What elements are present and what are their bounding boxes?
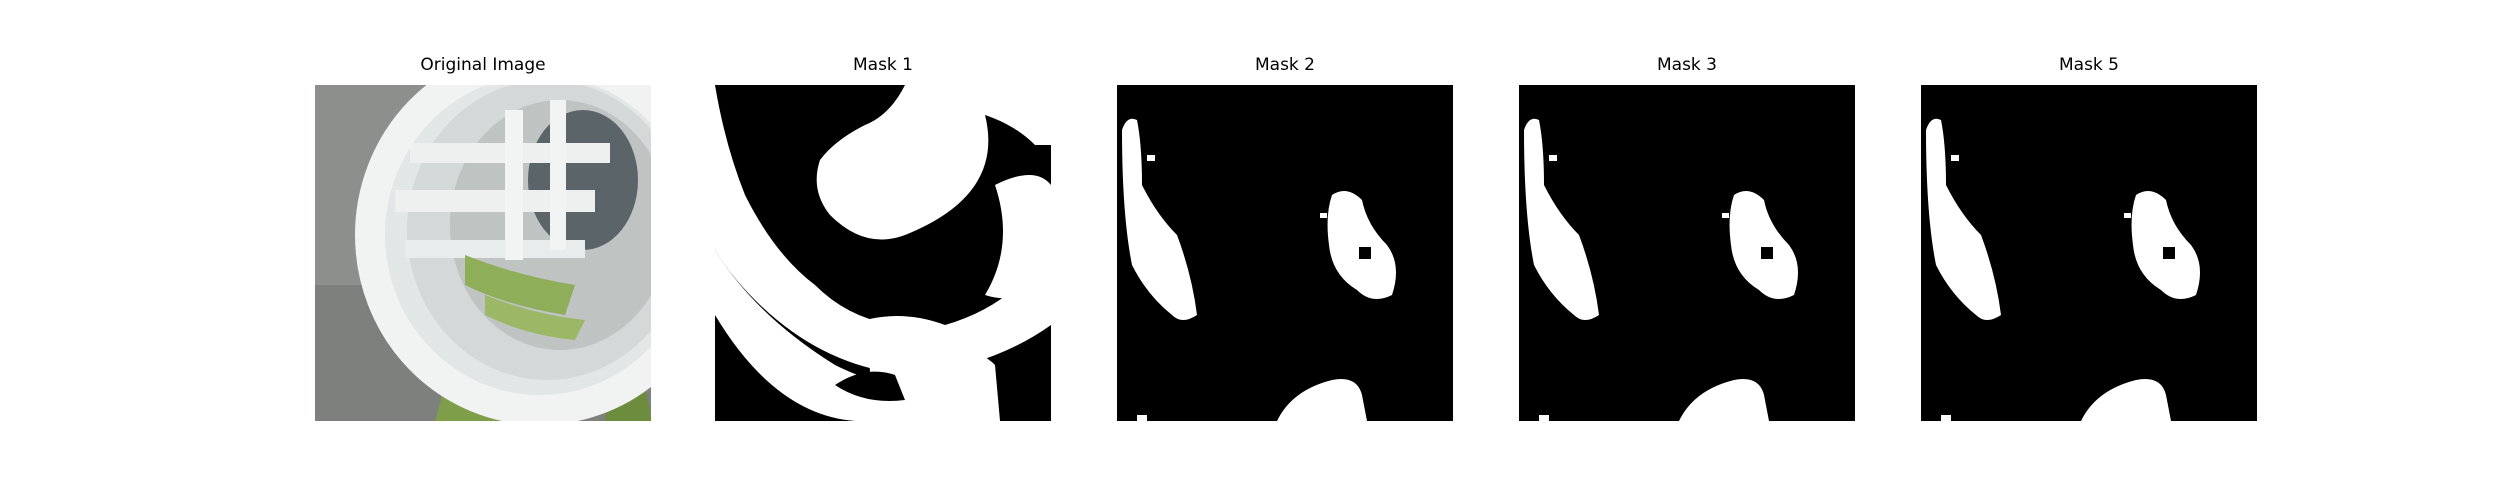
segmentation-mask [715,85,1051,421]
panel-title: Mask 1 [852,55,913,75]
panel-title: Original Image [420,55,546,75]
original-photo [315,85,651,421]
panel-title: Mask 2 [1254,55,1315,75]
segmentation-mask [1921,85,2257,421]
panel-title: Mask 3 [1656,55,1717,75]
segmentation-mask [1117,85,1453,421]
panel-title: Mask 5 [2058,55,2119,75]
segmentation-mask [1519,85,1855,421]
